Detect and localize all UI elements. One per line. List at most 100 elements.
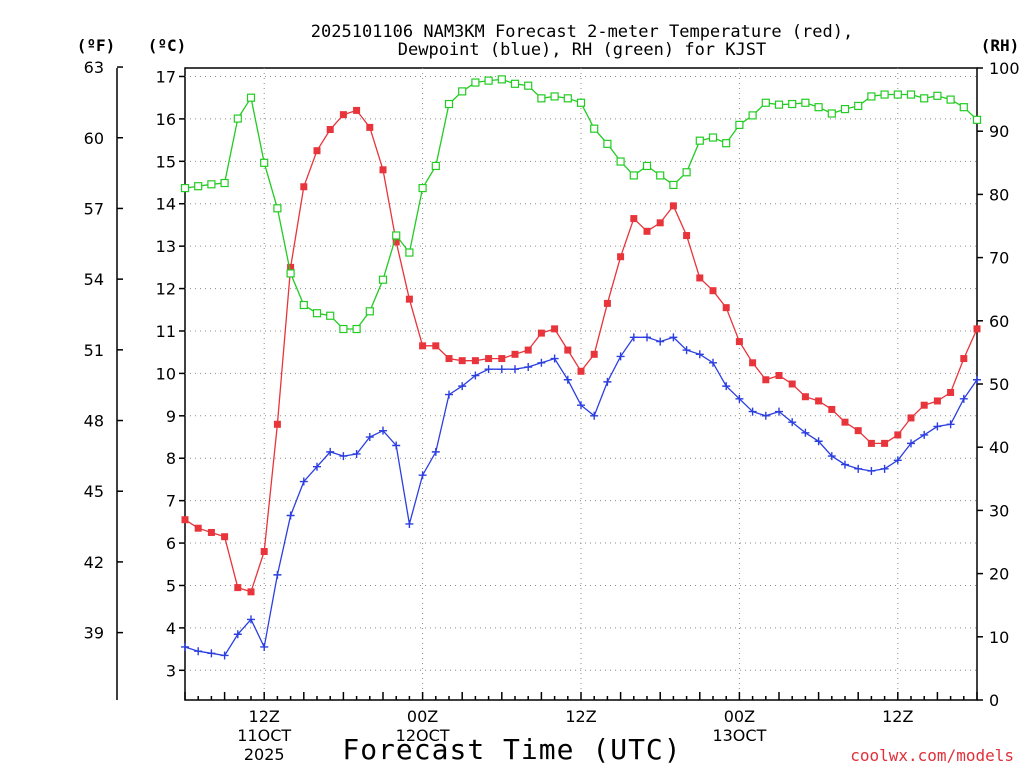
rh-point — [194, 182, 203, 191]
rh-point — [418, 183, 427, 193]
time-tick-label: 12Z — [249, 707, 280, 726]
rh-point — [180, 183, 190, 193]
dewpoint-point — [326, 447, 335, 456]
temperature-point — [234, 584, 242, 592]
dewpoint-point — [313, 462, 321, 471]
rh-point — [378, 275, 388, 284]
temperature-point — [511, 350, 519, 358]
rh-point — [735, 120, 744, 129]
chart-title-line2: Dewpoint (blue), RH (green) for KJST — [398, 40, 766, 60]
rh-point — [827, 109, 836, 118]
celsius-tick-label: 13 — [156, 237, 176, 256]
dewpoint-point — [590, 411, 599, 420]
rh-point — [972, 115, 982, 124]
rh-tick-label: 90 — [989, 122, 1009, 141]
temperature-point — [300, 183, 308, 191]
rh-point — [444, 99, 454, 109]
celsius-tick-label: 15 — [156, 152, 176, 171]
celsius-axis-unit: (ºC) — [148, 36, 187, 55]
fahrenheit-tick-label: 54 — [84, 270, 104, 289]
dewpoint-point — [233, 630, 242, 639]
temperature-point — [709, 287, 717, 295]
celsius-tick-label: 9 — [166, 407, 176, 426]
celsius-tick-label: 10 — [156, 364, 176, 383]
time-tick-label: 00Z — [407, 707, 438, 726]
rh-tick-label: 10 — [989, 628, 1009, 647]
temperature-point — [379, 166, 387, 174]
dewpoint-point — [735, 394, 744, 403]
temperature-point — [273, 420, 281, 428]
temperature-point — [485, 355, 493, 363]
rh-tick-label: 20 — [989, 565, 1009, 584]
temperature-point — [247, 588, 255, 596]
dewpoint-point — [484, 365, 493, 374]
dewpoint-point — [299, 477, 308, 486]
rh-point — [748, 111, 757, 120]
fahrenheit-axis-unit: (ºF) — [77, 36, 116, 55]
temperature-point — [405, 295, 413, 303]
rh-tick-label: 70 — [989, 249, 1009, 268]
temperature-point — [577, 367, 585, 375]
temperature-point — [762, 376, 770, 384]
temperature-point — [841, 418, 849, 426]
celsius-tick-label: 16 — [156, 110, 176, 129]
dewpoint-point — [946, 420, 955, 429]
dewpoint-point — [405, 519, 414, 528]
rh-point — [893, 90, 902, 99]
dewpoint-point — [709, 358, 717, 367]
dewpoint-point — [431, 447, 440, 456]
credit-link[interactable]: coolwx.com/models — [850, 746, 1014, 765]
rh-point — [590, 124, 599, 133]
temperature-point — [722, 304, 730, 312]
rh-point — [365, 307, 374, 316]
temperature-point — [907, 414, 915, 422]
rh-point — [642, 161, 652, 171]
rh-point — [286, 269, 295, 278]
rh-point — [840, 104, 850, 114]
temperature-point — [630, 215, 638, 223]
dewpoint-point — [761, 411, 770, 420]
temperature-point — [326, 126, 334, 134]
temperature-point — [287, 263, 295, 271]
date-tick-label: 12OCT — [396, 726, 450, 745]
fahrenheit-tick-label: 42 — [84, 553, 104, 572]
fahrenheit-tick-label: 63 — [84, 58, 104, 77]
celsius-tick-label: 6 — [166, 534, 176, 553]
temperature-point — [669, 202, 677, 210]
dewpoint-point — [194, 647, 203, 656]
temperature-point — [207, 528, 215, 536]
temperature-point — [458, 357, 466, 365]
temperature-point — [366, 123, 374, 131]
temperature-point — [867, 439, 875, 447]
chart-title-line1: 2025101106 NAM3KM Forecast 2-meter Tempe… — [311, 22, 853, 42]
dewpoint-point — [220, 651, 229, 660]
temperature-point — [537, 329, 545, 337]
fahrenheit-tick-label: 45 — [84, 482, 104, 501]
temperature-series-line — [184, 109, 978, 593]
dewpoint-point — [827, 452, 836, 461]
temperature-point — [445, 355, 453, 363]
rh-point — [392, 231, 401, 240]
rh-point — [933, 91, 942, 100]
dewpoint-point — [418, 471, 427, 480]
rh-tick-label: 100 — [989, 59, 1020, 78]
dewpoint-point — [471, 371, 480, 380]
dewpoint-point — [181, 642, 189, 651]
dewpoint-point — [392, 441, 401, 450]
fahrenheit-tick-label: 60 — [84, 129, 104, 148]
dewpoint-point — [867, 466, 876, 475]
rh-tick-label: 0 — [989, 691, 999, 710]
dewpoint-point — [207, 649, 216, 658]
temperature-point — [749, 359, 757, 367]
dewpoint-point — [814, 437, 823, 446]
rh-axis-unit: (RH) — [981, 36, 1020, 55]
rh-point — [510, 79, 520, 88]
dewpoint-point — [880, 464, 889, 473]
dewpoint-point — [695, 350, 704, 359]
dewpoint-point — [273, 570, 282, 579]
rh-point — [431, 161, 440, 171]
rh-point — [880, 90, 889, 99]
rh-tick-label: 40 — [989, 438, 1009, 457]
temperature-point — [775, 372, 783, 380]
dewpoint-point — [933, 422, 942, 431]
